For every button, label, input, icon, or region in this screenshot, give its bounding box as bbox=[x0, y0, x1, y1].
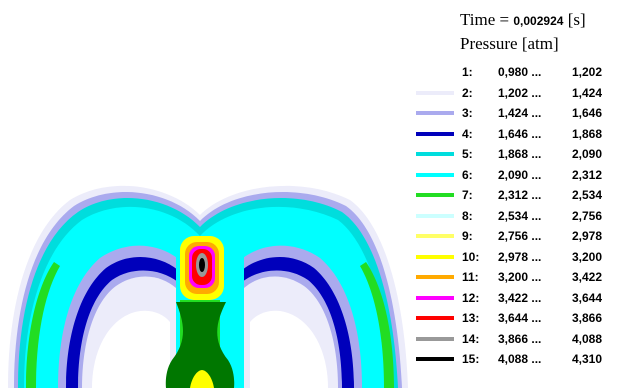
legend-swatch bbox=[416, 193, 454, 197]
legend-row: 12: 3,422 ... 3,644 bbox=[412, 288, 620, 308]
legend-high: 1,868 bbox=[572, 126, 603, 141]
legend-row: 11: 3,200 ... 3,422 bbox=[412, 267, 620, 287]
pressure-field-plot bbox=[8, 185, 408, 388]
legend-high: 2,756 bbox=[572, 208, 603, 223]
hotspot-black bbox=[199, 258, 205, 272]
legend-low: 2,756 ... bbox=[498, 229, 542, 243]
region-level-4-right bbox=[242, 256, 354, 388]
legend-index: 13: bbox=[462, 311, 480, 325]
legend-row: 2: 1,202 ... 1,424 bbox=[412, 83, 620, 103]
time-label: Time = bbox=[460, 10, 514, 29]
legend-row: 15: 4,088 ... 4,310 bbox=[412, 349, 620, 369]
legend-swatch bbox=[416, 131, 454, 136]
legend-index: 7: bbox=[462, 188, 473, 202]
legend-index: 3: bbox=[462, 106, 473, 120]
legend-swatch bbox=[416, 275, 454, 279]
legend-low: 3,866 ... bbox=[498, 331, 542, 346]
legend-low: 2,534 ... bbox=[498, 208, 542, 223]
legend-index: 4: bbox=[462, 126, 473, 141]
legend-swatch bbox=[416, 295, 454, 300]
legend-row: 9: 2,756 ... 2,978 bbox=[412, 226, 620, 246]
legend-swatch bbox=[416, 234, 454, 238]
legend-index: 12: bbox=[462, 290, 480, 305]
legend-row: 6: 2,090 ... 2,312 bbox=[412, 165, 620, 185]
legend-swatch bbox=[416, 70, 454, 74]
legend-row: 7: 2,312 ... 2,534 bbox=[412, 185, 620, 205]
legend-swatch bbox=[416, 316, 454, 320]
region-level-7-left bbox=[26, 262, 60, 388]
legend-high: 2,978 bbox=[572, 229, 603, 243]
legend-row: 13: 3,644 ... 3,866 bbox=[412, 308, 620, 328]
legend-index: 11: bbox=[462, 270, 479, 284]
legend-swatch bbox=[416, 111, 454, 115]
region-level-7-right bbox=[360, 262, 394, 388]
legend-low: 2,090 ... bbox=[498, 167, 542, 182]
legend-high: 2,090 bbox=[572, 147, 603, 161]
legend-high: 3,866 bbox=[572, 311, 603, 325]
legend-high: 1,424 bbox=[572, 85, 603, 100]
legend-index: 15: bbox=[462, 352, 480, 366]
legend-row: 14: 3,866 ... 4,088 bbox=[412, 329, 620, 349]
time-unit: [s] bbox=[563, 10, 586, 29]
legend-index: 9: bbox=[462, 229, 473, 243]
legend-swatch bbox=[416, 152, 454, 156]
legend-index: 1: bbox=[462, 65, 473, 79]
legend-row: 1: 0,980 ... 1,202 bbox=[412, 62, 620, 82]
legend-high: 3,200 bbox=[572, 249, 603, 264]
legend-high: 4,088 bbox=[572, 331, 603, 346]
region-level-1-left bbox=[92, 310, 170, 388]
legend-low: 2,312 ... bbox=[498, 188, 542, 202]
central-throat-darkgreen bbox=[165, 302, 235, 388]
legend-swatch bbox=[416, 90, 454, 95]
legend-low: 3,644 ... bbox=[498, 311, 542, 325]
legend-index: 5: bbox=[462, 147, 473, 161]
legend-low: 0,980 ... bbox=[498, 65, 542, 79]
legend-low: 1,424 ... bbox=[498, 106, 542, 120]
legend-low: 3,200 ... bbox=[498, 270, 542, 284]
legend-high: 2,534 bbox=[572, 188, 603, 202]
legend-low: 2,978 ... bbox=[498, 249, 542, 264]
legend-index: 14: bbox=[462, 331, 480, 346]
legend-high: 1,646 bbox=[572, 106, 603, 120]
central-bottom-yellow bbox=[190, 370, 214, 388]
legend-high: 1,202 bbox=[572, 65, 603, 79]
legend-swatch bbox=[416, 172, 454, 177]
legend-swatch bbox=[416, 254, 454, 259]
legend-low: 1,202 ... bbox=[498, 85, 542, 100]
legend-low: 1,646 ... bbox=[498, 126, 542, 141]
legend-swatch bbox=[416, 357, 454, 361]
time-value: 0,002924 bbox=[513, 14, 564, 28]
legend-index: 10: bbox=[462, 249, 480, 264]
region-level-4-left bbox=[66, 256, 178, 388]
legend-index: 8: bbox=[462, 208, 473, 223]
legend-high: 2,312 bbox=[572, 167, 603, 182]
pressure-title: Pressure [atm] bbox=[460, 34, 559, 53]
legend-high: 3,644 bbox=[572, 290, 603, 305]
legend-swatch bbox=[416, 213, 454, 218]
legend-row: 3: 1,424 ... 1,646 bbox=[412, 103, 620, 123]
legend-row: 5: 1,868 ... 2,090 bbox=[412, 144, 620, 164]
legend-high: 3,422 bbox=[572, 270, 603, 284]
legend-low: 4,088 ... bbox=[498, 352, 542, 366]
legend-index: 2: bbox=[462, 85, 473, 100]
legend-high: 4,310 bbox=[572, 352, 603, 366]
legend-row: 8: 2,534 ... 2,756 bbox=[412, 206, 620, 226]
time-readout: Time = 0,002924 [s] bbox=[460, 10, 586, 30]
region-level-1-right bbox=[250, 310, 328, 388]
legend-row: 10: 2,978 ... 3,200 bbox=[412, 247, 620, 267]
legend-swatch bbox=[416, 336, 454, 341]
legend-row: 4: 1,646 ... 1,868 bbox=[412, 124, 620, 144]
legend-low: 1,868 ... bbox=[498, 147, 542, 161]
legend-index: 6: bbox=[462, 167, 473, 182]
legend-low: 3,422 ... bbox=[498, 290, 542, 305]
